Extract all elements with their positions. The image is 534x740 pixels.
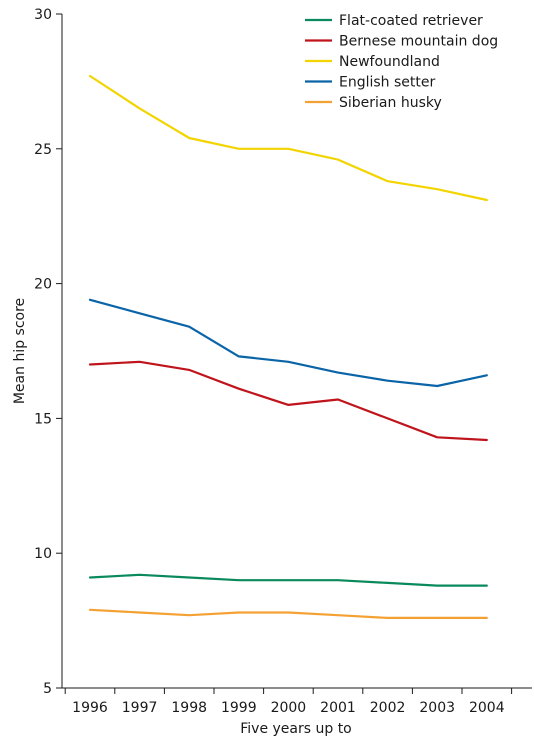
- legend-entry: Flat-coated retriever: [339, 13, 483, 29]
- axes: 5 10 15 20 25 30 1996 1997 1998 1999 2000 2001 2002 2…: [34, 7, 532, 716]
- series-line-siberian-husky: [88, 608, 488, 620]
- x-tick-label: 1999: [221, 700, 257, 716]
- y-tick-label: 30: [34, 7, 52, 23]
- y-tick-label: 15: [34, 411, 52, 427]
- series-line-bernese-mountain-dog: [88, 360, 488, 442]
- series-line-newfoundland: [88, 74, 488, 202]
- x-tick-label: 2001: [320, 700, 356, 716]
- series-line-flat-coated-retriever: [88, 573, 488, 587]
- x-tick-label: 1998: [171, 700, 207, 716]
- series-line-english-setter: [88, 298, 488, 388]
- series-layer: [88, 74, 488, 620]
- legend-entry: English setter: [339, 75, 436, 91]
- x-tick-label: 2002: [370, 700, 406, 716]
- legend-entry: Siberian husky: [339, 95, 442, 111]
- y-tick-label: 25: [34, 142, 52, 158]
- x-tick-label: 2003: [419, 700, 455, 716]
- x-tick-label: 1996: [72, 700, 108, 716]
- x-tick-label: 1997: [122, 700, 158, 716]
- x-tick-label: 2000: [271, 700, 307, 716]
- y-axis-label: Mean hip score: [12, 298, 28, 404]
- y-tick-label: 20: [34, 277, 52, 293]
- y-tick-label: 10: [34, 546, 52, 562]
- legend-entry: Bernese mountain dog: [339, 34, 498, 50]
- legend-entry: Newfoundland: [339, 54, 440, 70]
- legend: Flat-coated retriever Bernese mountain do…: [305, 13, 498, 111]
- y-tick-label: 5: [43, 681, 52, 697]
- x-tick-label: 2004: [469, 700, 505, 716]
- x-axis-label: Five years up to: [240, 721, 352, 737]
